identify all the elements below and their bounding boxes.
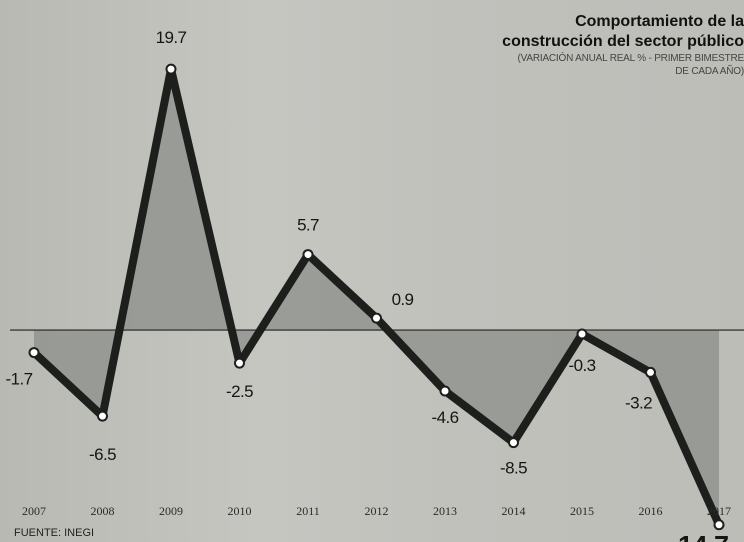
x-tick-label-2010: 2010 — [228, 504, 252, 518]
x-tick-label-2016: 2016 — [639, 504, 663, 518]
data-label-2013: -4.6 — [432, 408, 459, 427]
data-point-2016 — [645, 366, 656, 378]
data-point-2008 — [97, 410, 108, 422]
chart-title-block: Comportamiento de la construcción del se… — [414, 12, 744, 78]
source-note: FUENTE: INEGI — [14, 527, 95, 539]
chart-subtitle-line-1: (VARIACIÓN ANUAL REAL % - PRIMER BIMESTR… — [517, 53, 744, 64]
chart-subtitle-line-2: DE CADA AÑO) — [675, 66, 744, 77]
data-label-2014: -8.5 — [500, 459, 527, 478]
x-tick-label-2011: 2011 — [296, 504, 320, 518]
data-label-2010: -2.5 — [226, 382, 253, 401]
data-label-2011: 5.7 — [297, 216, 319, 235]
x-tick-label-2007: 2007 — [22, 504, 46, 518]
data-point-2011 — [302, 249, 314, 261]
chart-title-line-2: construcción del sector público — [502, 33, 744, 50]
area-fill — [34, 69, 719, 525]
data-label-2016: -3.2 — [625, 393, 652, 412]
data-label-2012: 0.9 — [392, 290, 414, 309]
data-label-2015: -0.3 — [569, 356, 596, 375]
data-point-2013 — [439, 385, 451, 397]
data-point-2012 — [371, 312, 382, 324]
data-label-2008: -6.5 — [89, 445, 116, 464]
x-tick-label-2014: 2014 — [502, 504, 526, 518]
data-point-2015 — [576, 328, 588, 340]
data-point-2007 — [28, 347, 40, 359]
x-tick-label-2009: 2009 — [159, 504, 183, 518]
data-label-2017: -14.7 — [669, 531, 728, 542]
x-tick-label-2012: 2012 — [365, 504, 389, 518]
data-point-2014 — [508, 437, 519, 449]
data-label-2007: -1.7 — [6, 370, 33, 389]
x-tick-label-2013: 2013 — [433, 504, 457, 518]
x-tick-label-2017: 2017 — [707, 504, 731, 518]
data-point-2017 — [713, 519, 725, 531]
data-point-2009 — [165, 63, 177, 75]
chart-title-line-1: Comportamiento de la — [575, 13, 744, 30]
x-tick-label-2015: 2015 — [570, 504, 594, 518]
x-tick-label-2008: 2008 — [91, 504, 115, 518]
data-label-2009: 19.7 — [156, 28, 187, 47]
data-point-2010 — [234, 357, 245, 369]
